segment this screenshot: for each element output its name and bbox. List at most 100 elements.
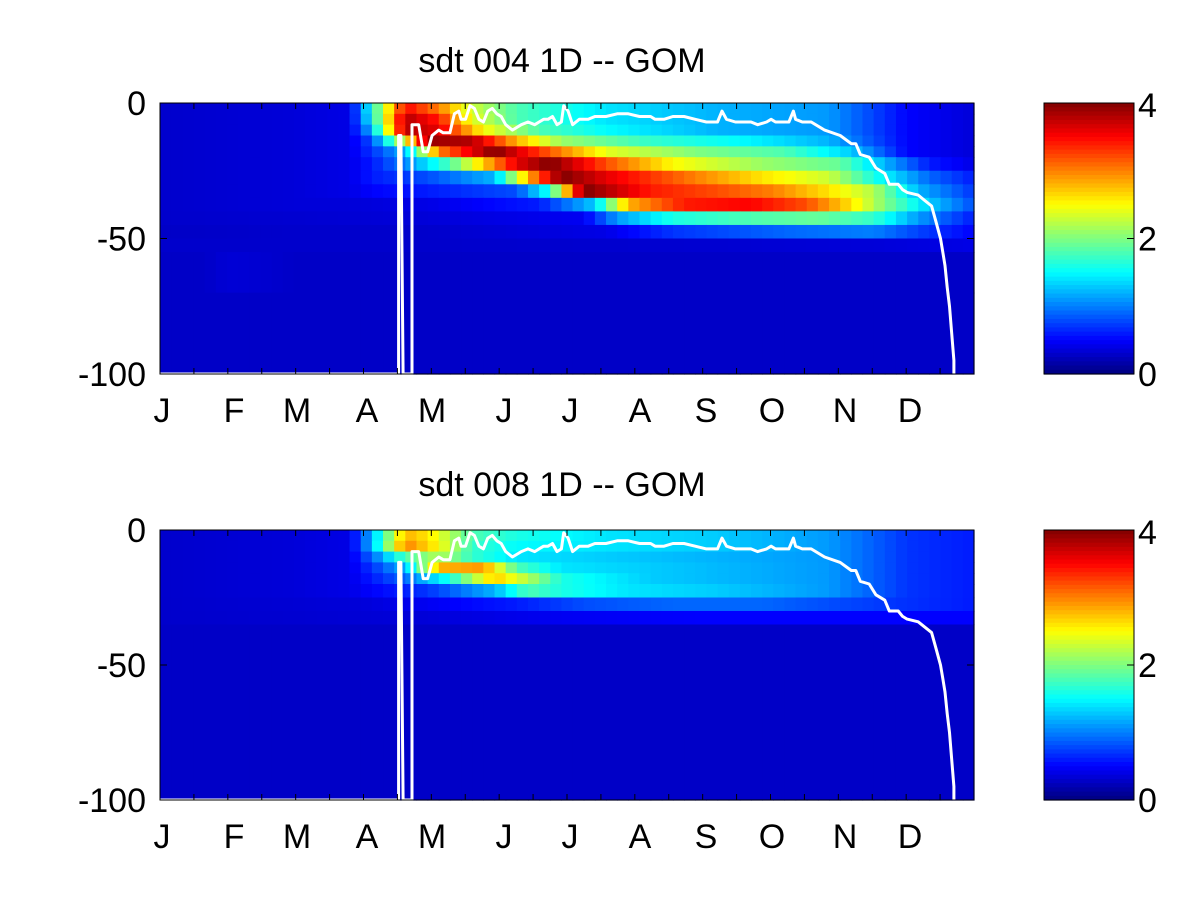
heatmap-cell	[527, 135, 540, 147]
heatmap-cell	[505, 103, 518, 115]
heatmap-cell	[795, 624, 808, 801]
heatmap-cell	[383, 252, 395, 294]
heatmap-cell	[594, 170, 607, 185]
heatmap-cell	[182, 624, 195, 801]
heatmap-cell	[271, 292, 284, 375]
heatmap-cell	[617, 170, 629, 185]
colorbar-band	[1044, 217, 1134, 223]
heatmap-cell	[628, 597, 641, 612]
heatmap-cell	[282, 562, 295, 574]
heatmap-cell	[706, 146, 719, 158]
heatmap-cell	[160, 252, 172, 294]
heatmap-cell	[940, 135, 953, 147]
colorbar-band	[1044, 749, 1134, 755]
heatmap-cell	[628, 184, 641, 199]
heatmap-cell	[304, 103, 317, 115]
heatmap-cell	[806, 103, 819, 115]
heatmap-cell	[739, 573, 752, 585]
heatmap-cell	[940, 113, 953, 126]
heatmap-cell	[461, 124, 473, 137]
heatmap-cell	[505, 540, 518, 553]
colorbar-band	[1044, 580, 1134, 586]
heatmap-cell	[304, 238, 317, 253]
heatmap-cell	[360, 530, 373, 542]
x-tick-label: J	[496, 392, 513, 430]
heatmap-cell	[371, 170, 384, 185]
heatmap-cell	[516, 124, 529, 137]
heatmap-cell	[505, 562, 518, 574]
heatmap-cell	[182, 103, 195, 115]
heatmap-cell	[427, 124, 440, 137]
heatmap-cell	[862, 135, 875, 147]
heatmap-cell	[795, 170, 808, 185]
heatmap-cell	[527, 124, 540, 137]
heatmap-cell	[951, 157, 964, 172]
colorbar-band	[1044, 128, 1134, 134]
heatmap-cell	[316, 184, 328, 199]
heatmap-cell	[628, 211, 641, 226]
heatmap-cell	[795, 584, 808, 599]
x-tick-label: A	[356, 392, 379, 430]
heatmap-cell	[784, 157, 797, 172]
heatmap-cell	[617, 551, 629, 563]
heatmap-cell	[606, 562, 618, 574]
colorbar-band	[1044, 162, 1134, 168]
heatmap-cell	[617, 197, 629, 212]
heatmap-cell	[427, 540, 440, 553]
heatmap-cell	[773, 103, 786, 115]
heatmap-cell	[684, 597, 696, 612]
heatmap-cell	[717, 184, 730, 199]
heatmap-cell	[438, 530, 451, 542]
heatmap-cell	[784, 562, 797, 574]
heatmap-cell	[461, 292, 473, 375]
heatmap-cell	[762, 184, 774, 199]
heatmap-cell	[672, 124, 685, 137]
colorbar-band	[1044, 778, 1134, 784]
heatmap-cell	[260, 135, 273, 147]
y-tick-label: 0	[127, 512, 146, 550]
heatmap-cell	[628, 611, 641, 626]
heatmap-cell	[338, 224, 351, 240]
colorbar-band	[1044, 230, 1134, 235]
heatmap-cell	[505, 211, 518, 226]
heatmap-cell	[505, 170, 518, 185]
heatmap-cell	[739, 157, 752, 172]
heatmap-cell	[327, 584, 340, 599]
heatmap-cell	[416, 211, 429, 226]
heatmap-cell	[271, 146, 284, 158]
heatmap-cell	[940, 197, 953, 212]
heatmap-cell	[606, 224, 618, 240]
heatmap-cell	[293, 113, 306, 126]
heatmap-cell	[750, 530, 763, 542]
heatmap-cell	[918, 624, 930, 801]
heatmap-cell	[304, 113, 317, 126]
heatmap-cell	[171, 624, 183, 801]
heatmap-cell	[550, 157, 563, 172]
heatmap-cell	[483, 157, 496, 172]
heatmap-cell	[271, 530, 284, 542]
heatmap-cell	[449, 224, 462, 240]
colorbar-band	[1044, 711, 1134, 717]
heatmap-cell	[829, 146, 841, 158]
colorbar-band	[1044, 627, 1134, 632]
x-tick-label: D	[898, 392, 923, 430]
heatmap-cell	[784, 530, 797, 542]
x-tick-label: M	[418, 818, 446, 856]
heatmap-cell	[684, 252, 696, 294]
heatmap-cell	[249, 170, 261, 185]
heatmap-cell	[572, 124, 585, 137]
heatmap-cell	[606, 146, 618, 158]
heatmap-cell	[360, 184, 373, 199]
heatmap-cell	[182, 530, 195, 542]
heatmap-cell	[773, 135, 786, 147]
colorbar-band	[1044, 314, 1134, 320]
heatmap-cell	[215, 113, 228, 126]
colorbar-band	[1044, 555, 1134, 561]
heatmap-cell	[907, 184, 919, 199]
heatmap-cell	[483, 170, 496, 185]
heatmap-cell	[940, 292, 953, 375]
heatmap-cell	[951, 584, 964, 599]
heatmap-cell	[884, 224, 897, 240]
heatmap-cell	[907, 211, 919, 226]
